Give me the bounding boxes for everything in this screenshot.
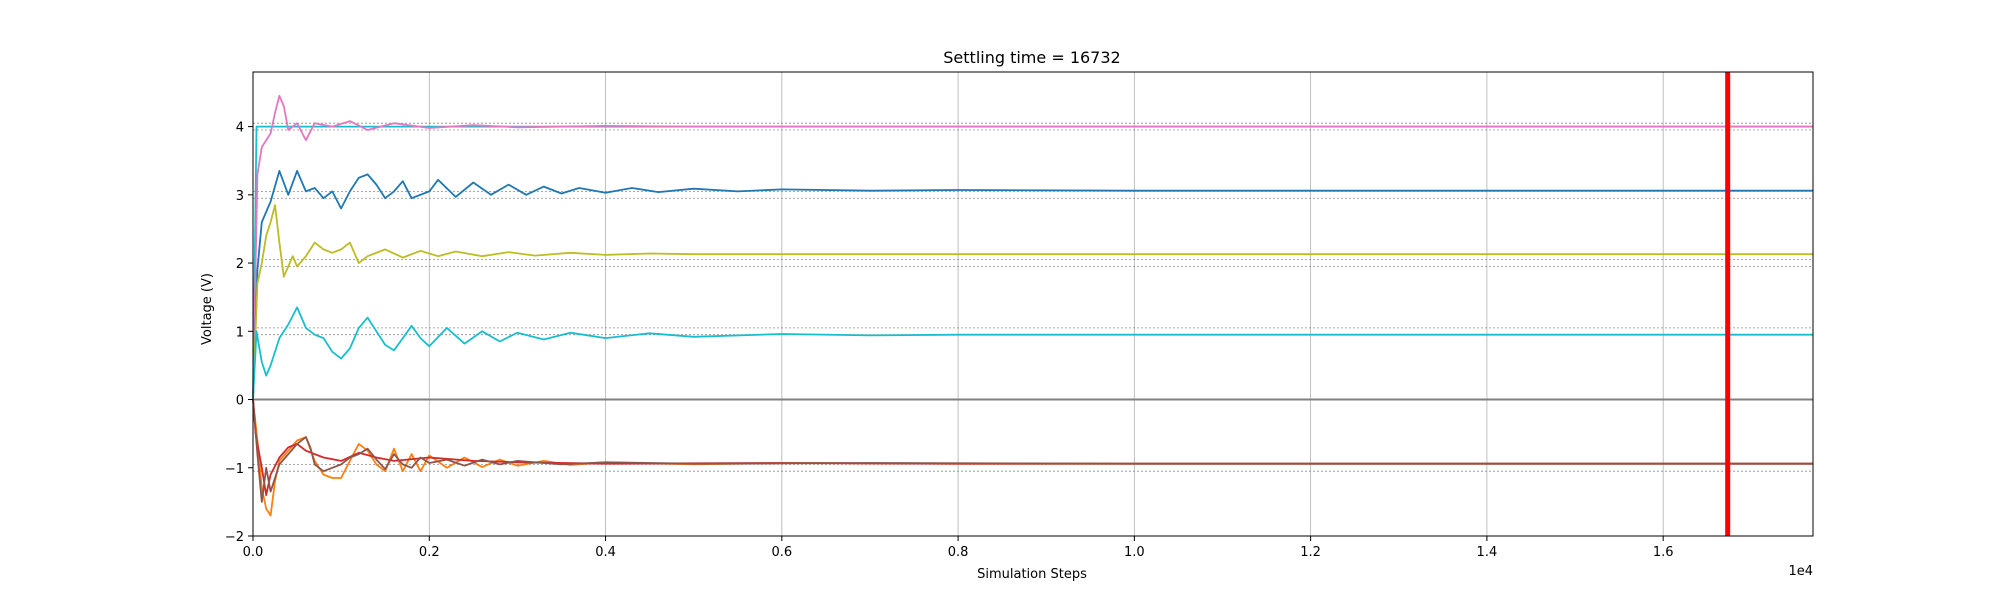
series-line-4 [252,204,1813,400]
y-tick-label: 4 [236,121,244,136]
series-line-8 [252,399,1813,503]
y-axis-ticks: −2 −1 0 1 2 3 4 [225,121,253,545]
grid-layer [428,72,1664,536]
series-layer [252,95,1813,517]
x-tick-label: 0.6 [771,545,792,560]
plot-frame [252,71,1814,537]
x-tick-label: 1.6 [1653,545,1674,560]
y-tick-label: 0 [236,394,244,409]
x-tick-label: 1.0 [1124,545,1145,560]
y-axis-label: Voltage (V) [200,273,215,345]
y-tick-label: 3 [236,189,244,204]
series-line-3 [252,169,1813,400]
x-tick-label: 1.4 [1477,545,1498,560]
x-axis-ticks: 0.0 0.2 0.4 0.6 0.8 1.0 1.2 1.4 1.6 [243,536,1674,560]
y-tick-label: 2 [236,257,244,272]
x-tick-label: 0.0 [243,545,264,560]
y-tick-label: −1 [225,462,244,477]
x-axis-label: Simulation Steps [977,567,1087,582]
x-tick-label: 1.2 [1300,545,1321,560]
x-tick-label: 0.4 [595,545,616,560]
series-line-6 [252,399,1813,517]
series-line-2 [252,95,1813,400]
chart-title: Settling time = 16732 [943,48,1120,67]
x-tick-label: 0.2 [419,545,440,560]
y-tick-label: 1 [236,325,244,340]
x-tick-label: 0.8 [948,545,969,560]
series-line-5 [252,306,1813,400]
x-axis-offset-text: 1e4 [1788,564,1813,579]
y-tick-label: −2 [225,530,244,545]
